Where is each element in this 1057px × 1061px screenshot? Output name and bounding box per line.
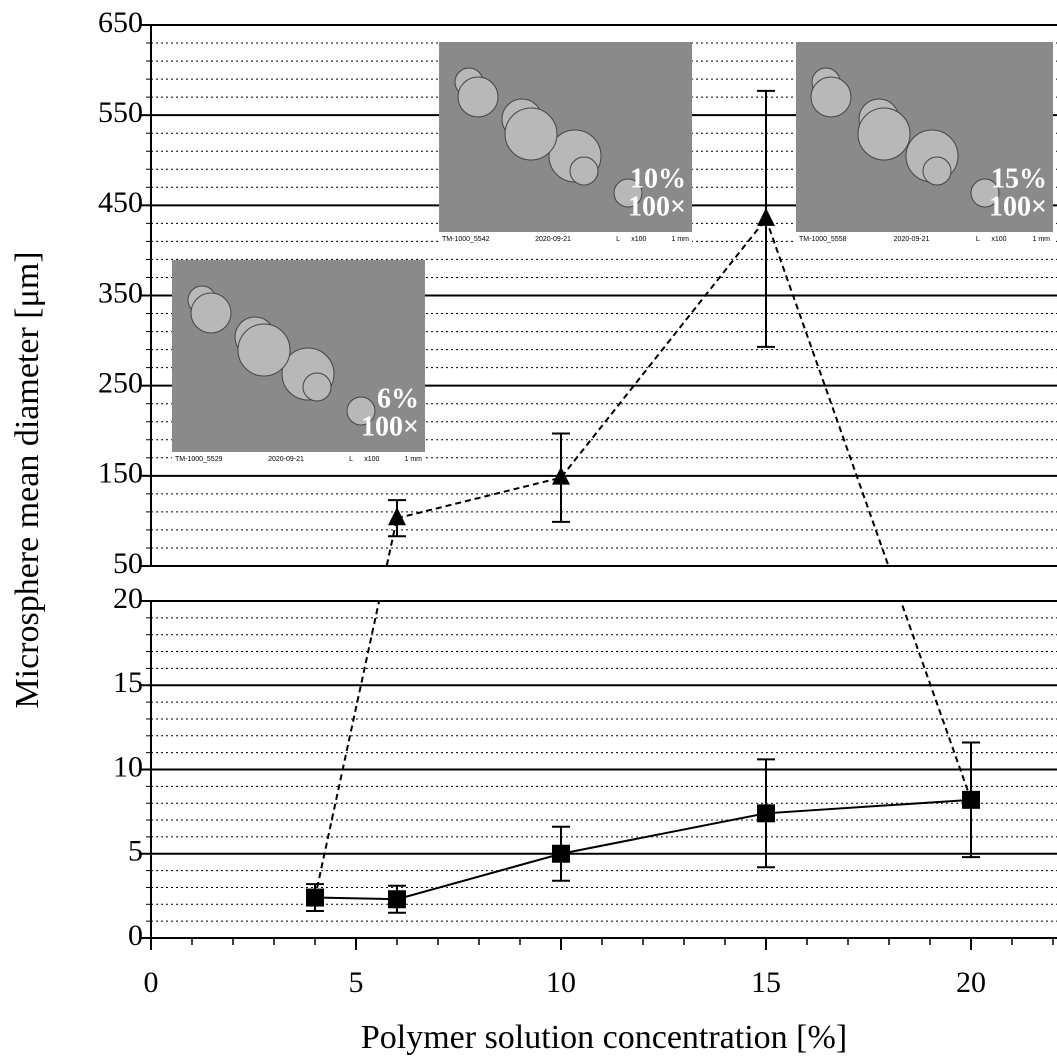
y-tick-label: 550 xyxy=(98,96,143,129)
particle xyxy=(970,178,1000,208)
marker xyxy=(388,507,406,526)
inset-mode: L xyxy=(976,236,980,243)
particle xyxy=(569,156,599,186)
inset-magnification: 100× xyxy=(628,191,686,222)
inset-id: TM-1000_5542 xyxy=(442,236,490,243)
inset-magnification: 100× xyxy=(361,411,419,442)
y-tick-label: 250 xyxy=(98,367,143,400)
inset-label: 6% xyxy=(377,383,419,414)
inset-magnification: 100× xyxy=(989,191,1047,222)
marker xyxy=(962,790,980,809)
particle xyxy=(857,107,911,161)
connector xyxy=(765,218,890,566)
x-tick-label: 5 xyxy=(349,966,364,999)
inset-mode: L xyxy=(349,456,353,463)
y-tick-label: 20 xyxy=(113,582,143,615)
particle xyxy=(346,396,376,426)
particle xyxy=(613,178,643,208)
series-line xyxy=(396,218,767,520)
y-tick-label: 150 xyxy=(98,457,143,490)
particle xyxy=(922,156,952,186)
x-tick-label: 10 xyxy=(546,966,576,999)
particle xyxy=(237,323,291,377)
particle xyxy=(810,76,852,118)
connector xyxy=(899,601,972,801)
inset-label: 10% xyxy=(630,163,686,194)
particle xyxy=(302,372,332,402)
y-tick-label: 650 xyxy=(98,6,143,39)
marker xyxy=(306,888,324,907)
inset-scale: 1 mm xyxy=(1033,236,1051,243)
y-tick-label: 5 xyxy=(128,835,143,868)
marker xyxy=(552,466,570,485)
y-tick-label: 10 xyxy=(113,750,143,783)
inset-scale: 1 mm xyxy=(672,236,690,243)
connector xyxy=(314,601,381,898)
marker xyxy=(757,804,775,823)
y-axis-label: Microsphere mean diameter [μm] xyxy=(9,251,46,708)
x-tick-label: 15 xyxy=(751,966,781,999)
particle xyxy=(190,292,232,334)
y-tick-label: 50 xyxy=(113,547,143,580)
inset-id: TM-1000_5529 xyxy=(175,456,223,463)
inset-label: 15% xyxy=(991,163,1047,194)
inset-zoom: x100 xyxy=(991,236,1006,243)
series-line xyxy=(314,798,972,901)
inset-mode: L xyxy=(616,236,620,243)
inset-id: TM-1000_5558 xyxy=(799,236,847,243)
caption-strip xyxy=(796,232,1053,245)
caption-strip xyxy=(172,452,425,465)
inset-date: 2020-09-21 xyxy=(535,236,571,243)
inset-date: 2020-09-21 xyxy=(268,456,304,463)
y-tick-label: 350 xyxy=(98,276,143,309)
marker xyxy=(388,890,406,909)
x-tick-label: 20 xyxy=(956,966,986,999)
inset-date: 2020-09-21 xyxy=(894,236,930,243)
y-tick-label: 15 xyxy=(113,666,143,699)
marker xyxy=(552,844,570,863)
inset-scale: 1 mm xyxy=(405,456,423,463)
particle xyxy=(457,76,499,118)
y-tick-label: 0 xyxy=(128,919,143,952)
y-tick-label: 450 xyxy=(98,186,143,219)
x-tick-label: 0 xyxy=(144,966,159,999)
inset-zoom: x100 xyxy=(631,236,646,243)
inset-zoom: x100 xyxy=(364,456,379,463)
caption-strip xyxy=(439,232,692,245)
x-axis-label: Polymer solution concentration [%] xyxy=(361,1019,847,1056)
marker xyxy=(757,207,775,226)
particle xyxy=(504,107,558,161)
